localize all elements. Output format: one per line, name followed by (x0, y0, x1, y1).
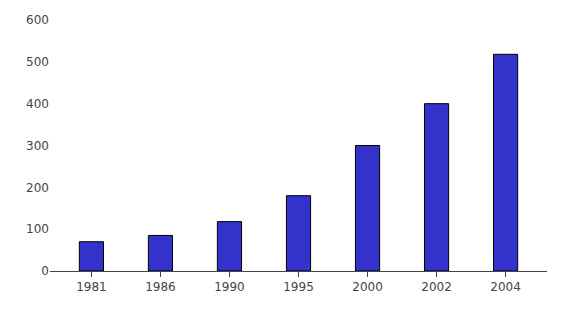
svg-text:0: 0 (41, 264, 49, 278)
svg-text:600: 600 (26, 13, 49, 27)
svg-text:300: 300 (26, 139, 49, 153)
svg-text:2000: 2000 (352, 280, 383, 294)
svg-text:2004: 2004 (490, 280, 521, 294)
svg-text:2002: 2002 (421, 280, 452, 294)
svg-text:200: 200 (26, 181, 49, 195)
svg-text:500: 500 (26, 55, 49, 69)
svg-text:400: 400 (26, 97, 49, 111)
svg-text:1986: 1986 (145, 280, 176, 294)
svg-text:1995: 1995 (283, 280, 314, 294)
svg-text:1981: 1981 (76, 280, 107, 294)
svg-text:100: 100 (26, 222, 49, 236)
svg-text:1990: 1990 (214, 280, 245, 294)
